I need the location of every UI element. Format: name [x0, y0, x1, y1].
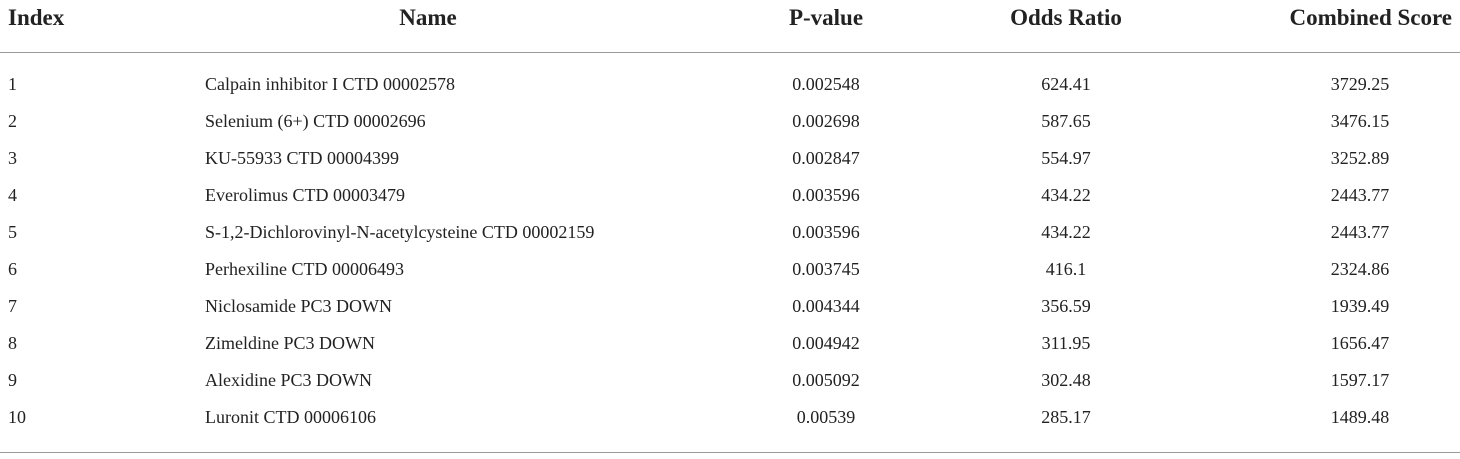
table-cell: 3476.15 — [1330, 111, 1390, 131]
table-cell: 2443.77 — [1330, 222, 1390, 242]
table-cell: 2324.86 — [1330, 259, 1390, 279]
table-cell: 0.004344 — [792, 296, 860, 316]
table-cell: 1 — [8, 74, 17, 94]
table-cell: 0.004942 — [792, 333, 860, 353]
bottom-rule — [0, 452, 1460, 453]
table-cell: 0.002698 — [792, 111, 860, 131]
table-cell: 0.003596 — [792, 185, 860, 205]
table-cell: 5 — [8, 222, 17, 242]
table-cell: 3729.25 — [1330, 74, 1390, 94]
table-cell: Luronit CTD 00006106 — [205, 407, 376, 427]
table-cell: 1656.47 — [1330, 333, 1390, 353]
table-cell: 0.003745 — [792, 259, 860, 279]
column-header: Name — [399, 5, 457, 30]
table-cell: 0.005092 — [792, 370, 860, 390]
table-cell: 0.002548 — [792, 74, 860, 94]
table-cell: 0.003596 — [792, 222, 860, 242]
table-cell: 587.65 — [1041, 111, 1091, 131]
table-cell: 1939.49 — [1330, 296, 1390, 316]
table-cell: 2443.77 — [1330, 185, 1390, 205]
table-cell: 8 — [8, 333, 17, 353]
table-cell: 356.59 — [1041, 296, 1091, 316]
table-cell: 311.95 — [1041, 333, 1091, 353]
column-header: Odds Ratio — [1010, 5, 1122, 30]
table-cell: Everolimus CTD 00003479 — [205, 185, 405, 205]
table-cell: Zimeldine PC3 DOWN — [205, 333, 375, 353]
table-cell: Calpain inhibitor I CTD 00002578 — [205, 74, 455, 94]
table-cell: 3 — [8, 148, 17, 168]
table-cell: 554.97 — [1041, 148, 1091, 168]
table-cell: Alexidine PC3 DOWN — [205, 370, 372, 390]
table-cell: 0.00539 — [796, 407, 856, 427]
table-cell: 2 — [8, 111, 17, 131]
table-cell: 7 — [8, 296, 17, 316]
column-header: Combined Score — [1289, 5, 1453, 30]
table-cell: 6 — [8, 259, 17, 279]
table-cell: 4 — [8, 185, 17, 205]
table-cell: 1489.48 — [1330, 407, 1390, 427]
table-cell: KU-55933 CTD 00004399 — [205, 148, 399, 168]
table-cell: 0.002847 — [792, 148, 860, 168]
table-cell: 434.22 — [1041, 222, 1091, 242]
table-cell: 9 — [8, 370, 17, 390]
table-cell: S-1,2-Dichlorovinyl-N-acetylcysteine CTD… — [205, 222, 595, 242]
table-cell: 624.41 — [1041, 74, 1091, 94]
table-cell: 302.48 — [1041, 370, 1091, 390]
table-cell: 3252.89 — [1330, 148, 1390, 168]
header-rule — [0, 52, 1460, 53]
table-cell: 416.1 — [1045, 259, 1087, 279]
table-cell: Selenium (6+) CTD 00002696 — [205, 111, 426, 131]
table-cell: 285.17 — [1041, 407, 1091, 427]
table-cell: 434.22 — [1041, 185, 1091, 205]
column-header: Index — [8, 5, 65, 30]
table-cell: 1597.17 — [1330, 370, 1390, 390]
column-header: P-value — [788, 5, 864, 30]
table-cell: 10 — [8, 407, 26, 427]
table-cell: Niclosamide PC3 DOWN — [205, 296, 392, 316]
table-cell: Perhexiline CTD 00006493 — [205, 259, 404, 279]
